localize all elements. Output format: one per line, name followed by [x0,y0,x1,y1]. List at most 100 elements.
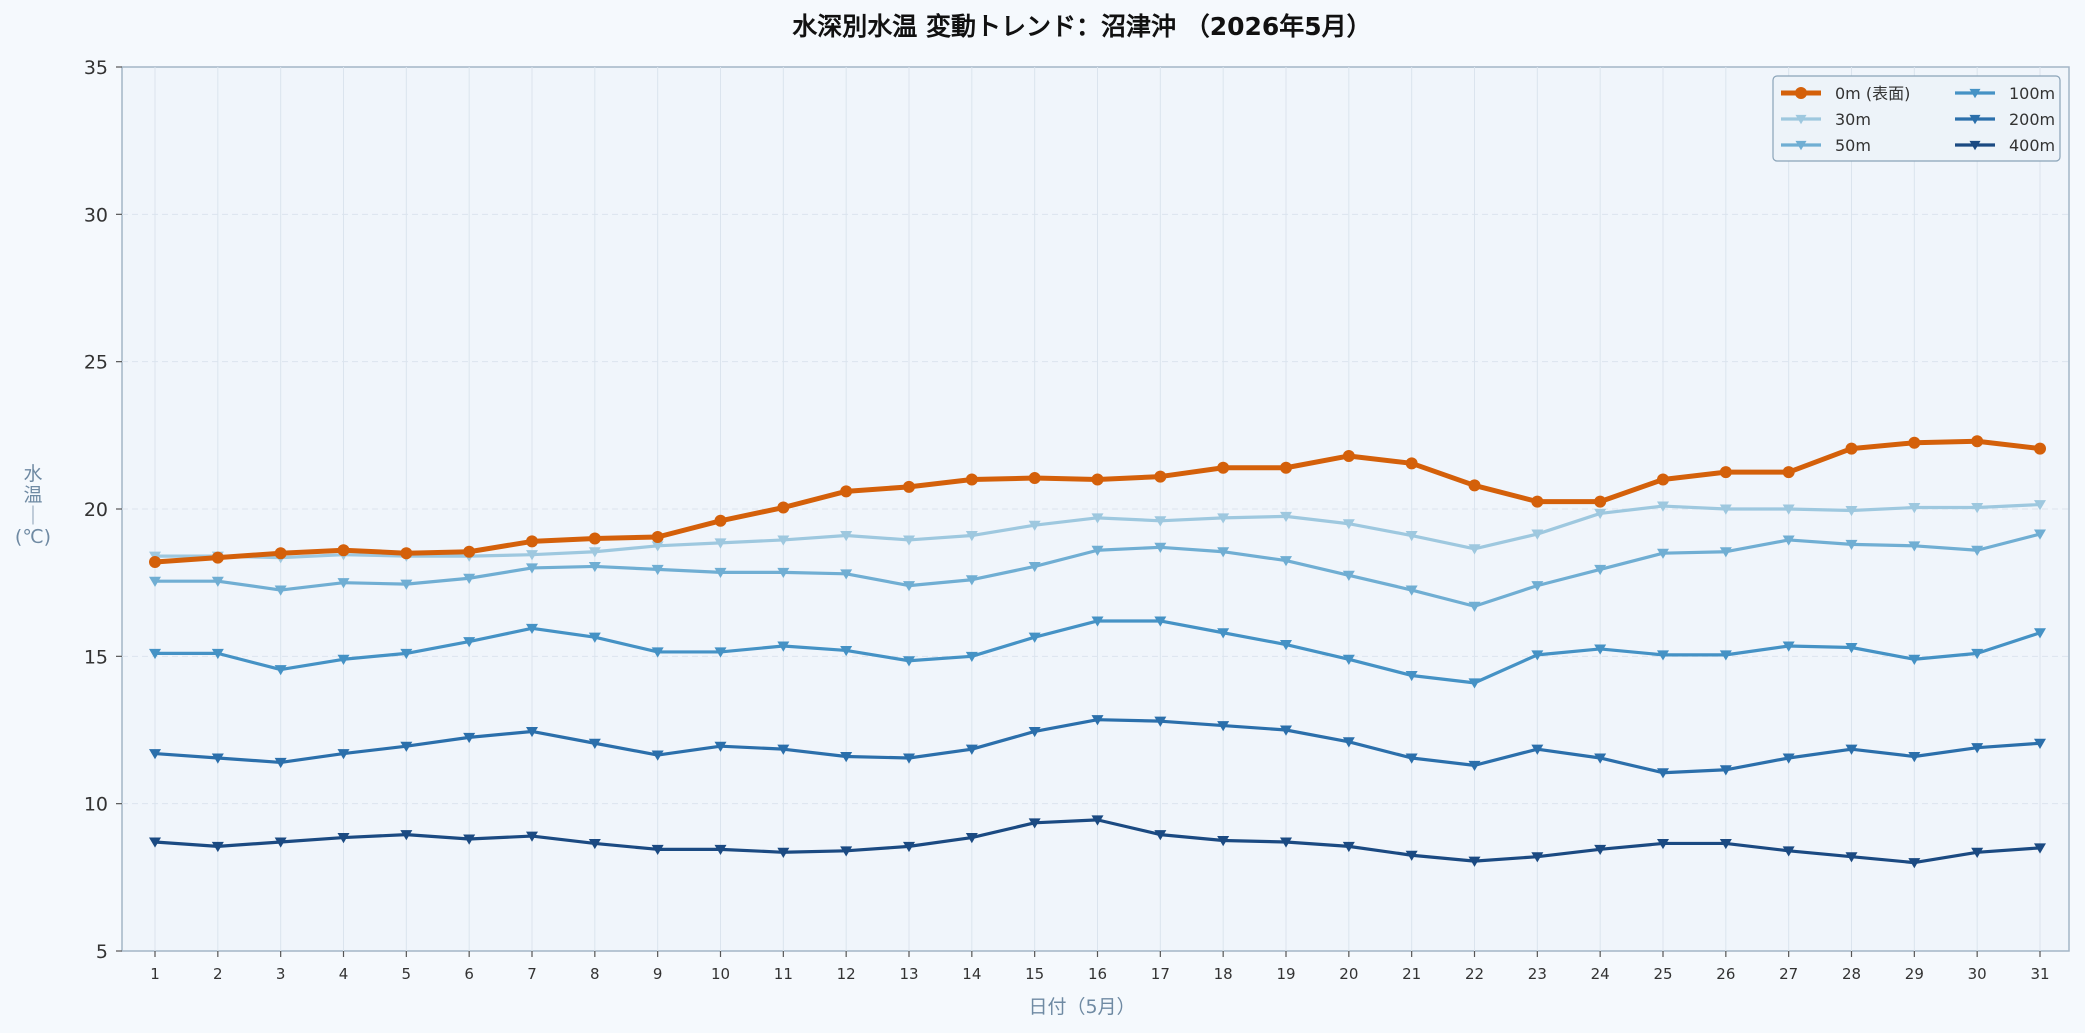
x-tick-label: 12 [837,965,856,983]
data-point [1719,765,1732,776]
data-point [714,514,727,527]
data-point [1405,850,1418,861]
data-point [463,573,476,584]
x-tick-label: 14 [962,965,981,983]
series-400m [149,815,2046,869]
data-point [1154,830,1167,841]
x-tick-label: 7 [527,965,537,983]
legend-label: 50m [1835,136,1871,155]
data-point [1154,616,1167,627]
data-point [1782,504,1795,515]
y-tick-label: 5 [96,941,108,963]
data-point [1594,644,1607,655]
data-point [149,837,161,848]
data-point [1217,547,1230,558]
data-point [714,567,727,579]
data-point [149,556,161,569]
data-point [1405,670,1418,682]
series-100m [149,616,2046,689]
data-point [1405,753,1418,764]
data-point [274,837,287,848]
data-point [1217,628,1230,639]
x-tick-label: 8 [590,965,600,983]
data-point [1531,650,1544,661]
data-point [1280,640,1292,651]
x-tick-label: 21 [1402,965,1421,983]
data-point [1154,716,1167,727]
data-point [840,485,853,498]
data-point [1342,570,1355,581]
data-point [1405,585,1418,596]
data-point [149,576,161,587]
data-point [1468,760,1481,772]
data-point [211,576,224,587]
y-tick-label: 20 [84,499,108,521]
data-point [1028,726,1041,738]
data-point [1969,114,1981,125]
data-point [400,830,413,841]
data-point [1091,545,1104,556]
data-point [526,535,538,548]
data-point [1091,513,1104,524]
data-point [526,550,538,561]
data-point [274,547,287,560]
data-point [1154,470,1167,483]
data-point [211,753,224,764]
data-point [1782,466,1795,479]
data-point [1594,564,1607,576]
series-lines [149,435,2046,869]
data-point [1719,838,1732,850]
y-axis-label-char: ｜ [23,505,42,527]
data-point [588,632,601,643]
data-point [1719,504,1732,515]
data-point [463,834,476,845]
data-point [714,538,727,549]
data-point [1719,650,1732,661]
data-point [588,547,601,558]
legend-label: 0m (表面) [1835,84,1910,103]
grid [122,67,2069,951]
data-point [1845,744,1858,755]
chart-title: 水深別水温 変動トレンド：沼津沖 （2026年5月） [792,12,1371,41]
data-point [651,750,664,761]
data-point [1657,548,1669,559]
series-50m [149,529,2046,612]
data-point [1280,461,1292,474]
data-point [903,841,915,853]
data-point [1657,501,1669,512]
data-point [840,531,853,542]
x-tick-label: 27 [1779,965,1798,983]
data-point [337,544,350,557]
data-point [1795,114,1807,125]
data-point [1719,547,1732,558]
data-point [1594,844,1607,856]
data-point [1908,752,1921,763]
y-axis-label: 水温｜(℃) [15,463,51,548]
data-point [1154,542,1167,554]
data-point [714,741,727,752]
data-point [463,545,476,558]
data-point [1845,539,1858,551]
data-point [840,846,853,857]
data-point [149,648,161,660]
data-point [651,844,664,856]
data-point [1971,648,1984,660]
data-point [777,501,790,514]
data-point [400,648,413,660]
data-point [1342,737,1355,748]
series-200m [149,715,2046,779]
data-point [651,541,664,552]
data-point [714,844,727,856]
data-point [1217,513,1230,524]
x-tick-label: 1 [150,965,160,983]
data-point [1217,461,1230,474]
data-point [1971,743,1984,754]
data-point [1782,846,1795,857]
data-point [1594,753,1607,764]
x-tick-label: 5 [402,965,412,983]
y-tick-label: 15 [84,646,108,668]
data-point [211,551,224,564]
data-point [1091,715,1104,726]
